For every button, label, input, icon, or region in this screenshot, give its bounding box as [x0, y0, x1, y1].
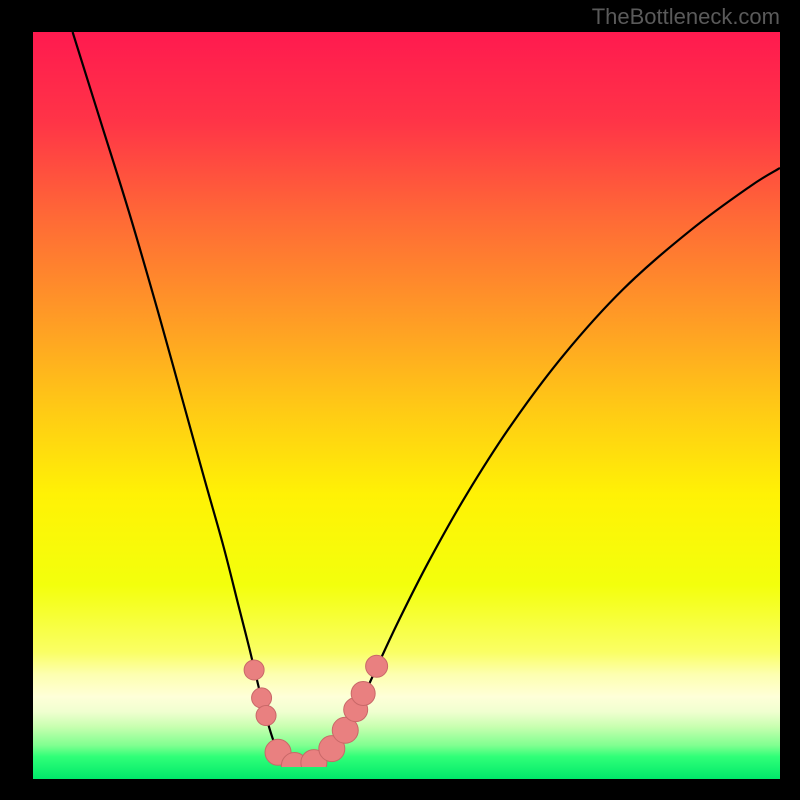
watermark-text: TheBottleneck.com [592, 4, 780, 30]
plot-area [33, 32, 780, 767]
data-marker [256, 706, 276, 726]
data-marker [351, 682, 375, 706]
curve-left-branch [73, 32, 296, 767]
data-marker [244, 660, 264, 680]
data-marker [252, 688, 272, 708]
curve-layer [33, 32, 780, 767]
data-marker [366, 655, 388, 677]
marker-group [244, 655, 388, 767]
curve-right-branch [296, 168, 780, 767]
